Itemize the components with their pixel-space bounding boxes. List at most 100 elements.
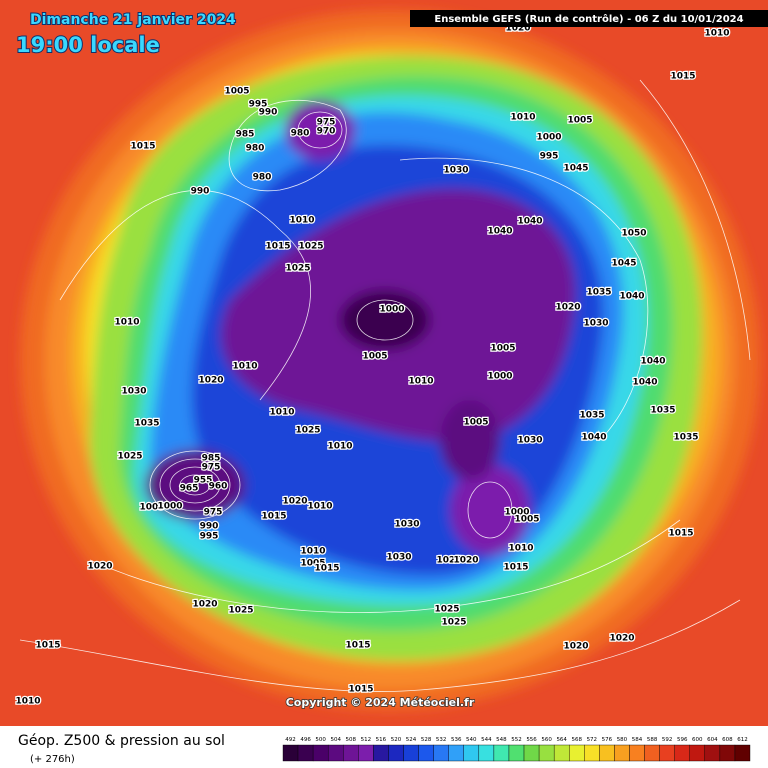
pressure-label: 960 [209,482,228,492]
color-swatch [358,744,374,762]
scale-label: 544 [481,737,492,743]
pressure-label: 1035 [673,433,698,443]
color-swatch [463,744,480,762]
pressure-label: 1020 [192,600,217,610]
color-swatch [403,744,419,762]
pressure-label: 1030 [386,553,411,563]
scale-label: 584 [632,737,643,743]
color-swatch [659,744,675,762]
pressure-label: 1035 [586,288,611,298]
forecast-lead: (+ 276h) [30,754,75,765]
scale-label: 500 [315,737,326,743]
pressure-label: 1015 [35,641,60,651]
pressure-label: 1030 [121,387,146,397]
color-swatch [629,744,645,762]
pressure-label: 1000 [487,372,512,382]
color-swatch [343,744,359,762]
color-swatch [508,744,525,762]
pressure-label: 1005 [567,116,592,126]
pressure-label: 1025 [436,556,461,566]
scale-label: 552 [511,737,522,743]
pressure-label: 980 [246,144,265,154]
pressure-label: 1040 [632,378,657,388]
pressure-label: 1040 [640,357,665,367]
pressure-label: 1000 [504,508,529,518]
pressure-label: 1010 [508,544,533,554]
color-swatch [538,744,555,762]
pressure-label: 1025 [441,618,466,628]
scale-label: 528 [421,737,432,743]
scale-label: 560 [541,737,552,743]
scale-label: 556 [526,737,537,743]
pressure-label: 1040 [619,292,644,302]
color-swatch [478,744,495,762]
local-time: 19:00 locale [16,33,160,57]
color-swatch [674,744,690,762]
scale-label: 492 [285,737,296,743]
pressure-label: 1010 [327,442,352,452]
scale-label: 524 [406,737,417,743]
color-swatch [553,744,570,762]
pressure-label: 975 [317,118,336,128]
pressure-label: 1035 [650,406,675,416]
pressure-label: 1015 [503,563,528,573]
pressure-label: 1010 [307,502,332,512]
pressure-label: 995 [540,152,559,162]
pressure-label: 1010 [269,408,294,418]
legend-title: Géop. Z500 & pression au sol [18,733,225,749]
color-swatch [614,744,630,762]
pressure-label: 1015 [345,641,370,651]
pressure-label: 1010 [289,216,314,226]
color-swatch [433,744,449,762]
pressure-label: 1000 [157,502,182,512]
pressure-label: 995 [200,532,219,542]
color-scale: 492 496 500 504 508 512 516 520 524 528 532 536 540 5… [282,737,751,762]
scale-label: 604 [707,737,718,743]
scale-label: 540 [466,737,477,743]
copyright: Copyright © 2024 Météociel.fr [286,696,475,709]
color-swatch [644,744,660,762]
scale-label: 536 [451,737,462,743]
pressure-label: 1015 [314,564,339,574]
color-swatch [719,744,736,762]
pressure-label: 1005 [463,418,488,428]
scale-label: 596 [677,737,688,743]
pressure-label: 985 [202,454,221,464]
color-swatch [327,744,344,762]
color-swatch [584,744,600,762]
pressure-label: 1030 [583,319,608,329]
scale-label: 580 [617,737,628,743]
color-swatch [282,744,299,762]
scale-label: 576 [602,737,613,743]
pressure-label: 970 [317,127,336,137]
pressure-label: 1015 [670,72,695,82]
pressure-label: 1015 [130,142,155,152]
scale-label: 592 [662,737,673,743]
pressure-label: 1050 [621,229,646,239]
color-swatch [388,744,404,762]
pressure-label: 1035 [579,411,604,421]
pressure-label: 985 [236,130,255,140]
scale-label: 496 [300,737,311,743]
pressure-label: 1025 [117,452,142,462]
pressure-label: 1045 [563,164,588,174]
pressure-label: 1005 [490,344,515,354]
pressure-label: 1030 [517,436,542,446]
pressure-label: 1040 [517,217,542,227]
color-swatch [493,744,510,762]
pressure-label: 990 [259,108,278,118]
pressure-labels: 1015990980980985990995100597597098010101… [14,22,731,708]
pressure-label: 980 [291,129,310,139]
scale-label: 512 [361,737,372,743]
pressure-label: 1010 [300,547,325,557]
pressure-label: 1025 [295,426,320,436]
pressure-label: 965 [180,484,199,494]
pressure-label: 990 [191,187,210,197]
model-run: Ensemble GEFS (Run de contrôle) - 06 Z d… [434,13,743,25]
pressure-label: 1020 [555,303,580,313]
pressure-label: 1010 [232,362,257,372]
pressure-label: 1020 [453,556,478,566]
scale-label: 532 [436,737,447,743]
pressure-label: 1020 [198,376,223,386]
